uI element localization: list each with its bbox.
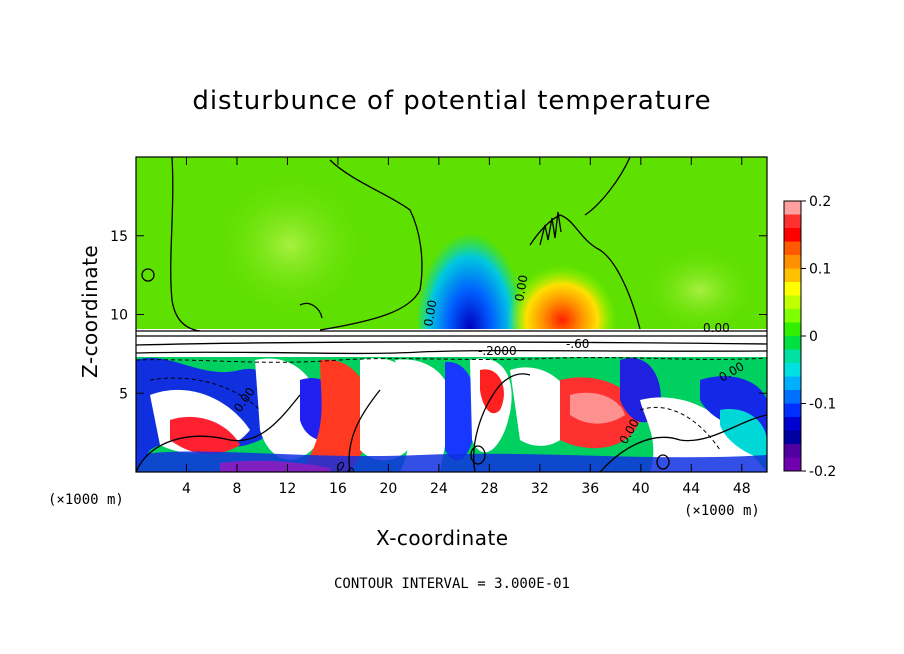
x-tick-label: 32 xyxy=(531,481,549,497)
y-tick-label: 15 xyxy=(110,229,128,245)
chart-title: disturbunce of potential temperature xyxy=(192,86,712,116)
colorbar-tick-label: 0 xyxy=(809,329,818,345)
x-tick-label: 48 xyxy=(733,481,751,497)
x-tick-label: 8 xyxy=(232,481,241,497)
contour-label: -.60 xyxy=(566,337,589,351)
x-axis-label: X-coordinate xyxy=(376,526,509,550)
y-tick-label: 5 xyxy=(119,386,128,402)
heatmap-field: 0.00 0.00 0.00 -.2000 -.60 0.00 0.00 0.0… xyxy=(136,157,767,472)
colorbar-tick-label: 0.2 xyxy=(809,194,831,210)
x-tick-label: 40 xyxy=(632,481,650,497)
contour-label: 0.00 xyxy=(421,299,439,328)
y-tick-label: 10 xyxy=(110,308,128,324)
colorbar-tick-label: 0.1 xyxy=(809,262,831,278)
x-tick-label: 12 xyxy=(279,481,297,497)
colorbar-tick-label: -0.2 xyxy=(809,464,836,480)
x-axis: 4 8 12 16 20 24 28 32 36 40 44 48 xyxy=(182,157,751,497)
y-axis-label: Z-coordinate xyxy=(78,244,102,378)
contour-label: 0.00 xyxy=(703,321,730,335)
x-tick-label: 16 xyxy=(329,481,347,497)
colorbar xyxy=(783,200,802,472)
colorbar-ticks: 0.2 0.1 0 -0.1 -0.2 xyxy=(801,194,836,480)
y-axis: 5 10 15 xyxy=(110,229,767,402)
contour-interval-text: CONTOUR INTERVAL = 3.000E-01 xyxy=(333,576,570,592)
x-tick-label: 44 xyxy=(682,481,700,497)
contour-label: 0.00 xyxy=(512,274,530,303)
x-tick-label: 28 xyxy=(480,481,498,497)
colorbar-tick-label: -0.1 xyxy=(809,397,836,413)
x-unit-label: (×1000 m) xyxy=(684,503,760,519)
y-unit-label: (×1000 m) xyxy=(48,492,124,508)
x-tick-label: 4 xyxy=(182,481,191,497)
contour-label: -.2000 xyxy=(478,344,517,358)
x-tick-label: 20 xyxy=(379,481,397,497)
x-tick-label: 36 xyxy=(581,481,599,497)
x-tick-label: 24 xyxy=(430,481,448,497)
